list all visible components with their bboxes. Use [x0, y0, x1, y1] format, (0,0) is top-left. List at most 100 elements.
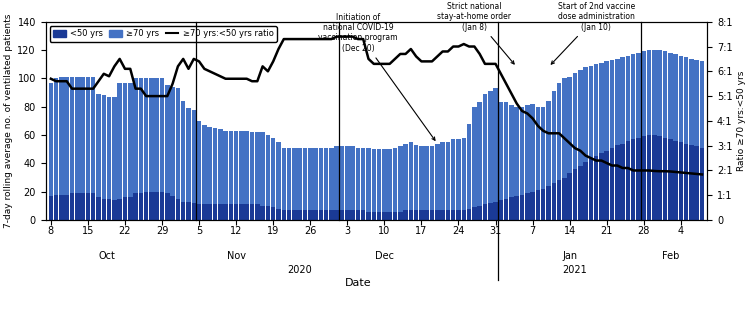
Bar [514, 107, 519, 196]
Bar [234, 131, 238, 204]
Bar [118, 83, 122, 199]
Bar [106, 199, 111, 220]
Bar [308, 210, 313, 220]
Bar [589, 66, 593, 159]
Bar [398, 146, 403, 211]
Bar [626, 141, 630, 220]
Bar [154, 192, 159, 220]
Bar [551, 91, 556, 183]
Bar [181, 101, 185, 202]
Bar [430, 146, 434, 210]
Bar [334, 146, 339, 210]
Bar [573, 73, 578, 169]
Bar [149, 192, 154, 220]
Bar [371, 211, 376, 220]
Bar [181, 202, 185, 220]
Bar [170, 196, 175, 220]
Bar [250, 204, 254, 220]
Text: Dec: Dec [375, 251, 394, 261]
Bar [541, 107, 545, 189]
Bar [324, 210, 328, 220]
Bar [451, 139, 455, 210]
Bar [610, 60, 614, 148]
Bar [594, 156, 598, 220]
Bar [80, 77, 85, 193]
Bar [234, 204, 238, 220]
Bar [271, 207, 275, 220]
Bar [419, 146, 424, 210]
Bar [196, 121, 201, 204]
Bar [684, 57, 688, 143]
Bar [334, 210, 339, 220]
Y-axis label: 7-day rolling average no. of ventilated patients: 7-day rolling average no. of ventilated … [4, 14, 13, 228]
Bar [446, 142, 450, 210]
Bar [478, 102, 482, 206]
Bar [208, 204, 212, 220]
Bar [430, 210, 434, 220]
Bar [466, 209, 471, 220]
Bar [631, 54, 635, 139]
Bar [54, 79, 58, 195]
Bar [229, 131, 233, 204]
Bar [260, 206, 265, 220]
Bar [376, 211, 381, 220]
Bar [213, 204, 217, 220]
Bar [244, 204, 249, 220]
Bar [530, 104, 535, 192]
Bar [208, 127, 212, 204]
Bar [160, 192, 164, 220]
Bar [292, 148, 297, 210]
Bar [700, 61, 704, 148]
Bar [509, 197, 514, 220]
Bar [440, 210, 445, 220]
Bar [96, 197, 100, 220]
Bar [356, 210, 360, 220]
Bar [615, 145, 620, 220]
Bar [636, 138, 640, 220]
Bar [118, 199, 122, 220]
Bar [494, 202, 498, 220]
Bar [202, 204, 207, 220]
Bar [165, 193, 170, 220]
Bar [134, 193, 138, 220]
Bar [213, 128, 217, 204]
Bar [414, 210, 419, 220]
Bar [541, 189, 545, 220]
Bar [276, 142, 280, 209]
Bar [319, 148, 323, 210]
Bar [419, 210, 424, 220]
Bar [556, 180, 561, 220]
Bar [218, 129, 223, 204]
Bar [59, 77, 64, 195]
Bar [350, 210, 355, 220]
Bar [483, 94, 488, 204]
Bar [329, 210, 334, 220]
Bar [409, 210, 413, 220]
Bar [86, 193, 90, 220]
Text: Feb: Feb [662, 251, 679, 261]
Bar [641, 136, 646, 220]
Bar [255, 204, 260, 220]
Bar [139, 79, 143, 193]
Bar [594, 64, 598, 156]
Bar [266, 135, 270, 206]
Bar [620, 57, 625, 143]
Y-axis label: Ratio ≥70 yrs:<50 yrs: Ratio ≥70 yrs:<50 yrs [736, 71, 746, 171]
Text: Jan: Jan [562, 251, 578, 261]
Bar [578, 166, 583, 220]
Bar [509, 105, 514, 197]
Bar [191, 110, 196, 203]
Bar [154, 79, 159, 192]
Bar [478, 206, 482, 220]
Bar [694, 146, 699, 220]
Bar [556, 83, 561, 180]
Bar [101, 95, 106, 199]
Bar [128, 83, 133, 197]
Bar [646, 135, 651, 220]
Bar [658, 136, 662, 220]
Bar [615, 59, 620, 145]
Bar [366, 148, 370, 211]
Bar [123, 197, 128, 220]
Bar [679, 56, 683, 142]
Bar [626, 56, 630, 141]
